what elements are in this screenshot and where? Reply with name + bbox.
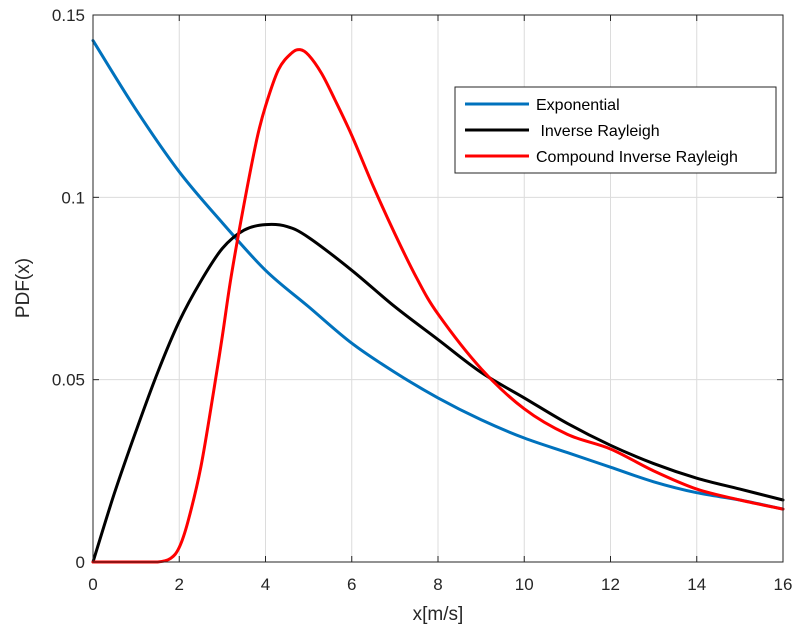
x-tick-label: 2 — [175, 575, 184, 594]
legend-label-exponential: Exponential — [536, 97, 620, 114]
series-group — [91, 39, 785, 564]
x-tick-label: 10 — [515, 575, 534, 594]
legend: Exponential Inverse Rayleigh Compound In… — [454, 86, 777, 174]
legend-label-compound-inverse-rayleigh: Compound Inverse Rayleigh — [536, 149, 738, 166]
y-tick-label: 0.05 — [52, 371, 85, 390]
y-axis-label: PDF(x) — [13, 258, 34, 318]
x-tick-label: 16 — [774, 575, 792, 594]
y-tick-label: 0 — [76, 553, 85, 572]
series-line-compound-inverse-rayleigh — [91, 48, 785, 564]
x-tick-label: 4 — [261, 575, 270, 594]
x-tick-label: 0 — [88, 575, 97, 594]
series-line-inverse-rayleigh — [91, 222, 785, 564]
x-tick-label: 6 — [347, 575, 356, 594]
y-tick-label: 0.1 — [61, 188, 85, 207]
x-tick-label: 12 — [601, 575, 620, 594]
ticks-group: 0 2 4 6 8 10 12 14 16 0 0.05 0.1 0.15 — [52, 6, 792, 594]
x-tick-label: 8 — [433, 575, 442, 594]
legend-label-inverse-rayleigh: Inverse Rayleigh — [536, 123, 660, 140]
x-tick-label: 14 — [687, 575, 706, 594]
series-line-exponential — [91, 39, 785, 511]
x-axis-label: x[m/s] — [413, 604, 464, 625]
y-tick-label: 0.15 — [52, 6, 85, 25]
